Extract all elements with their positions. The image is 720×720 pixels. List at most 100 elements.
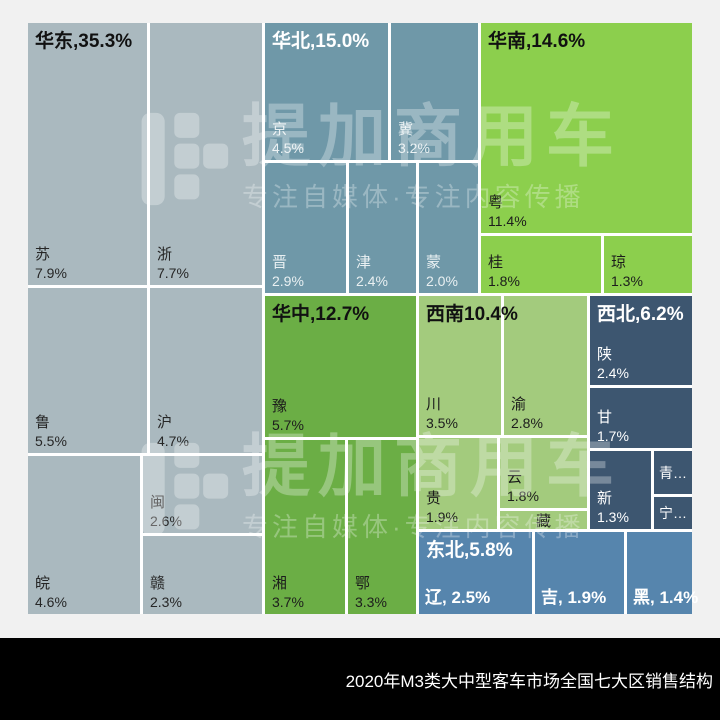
tile-ji-jilin: 吉, 1.9%: [535, 532, 624, 614]
tile-label-gan-jiangxi: 赣 2.3%: [150, 573, 182, 611]
province-name: 晋: [272, 254, 288, 271]
tile-label-gui-guizhou: 贵 1.9%: [426, 488, 458, 526]
province-share: 2.4%: [597, 365, 629, 381]
tile-label-yu-henan: 豫 5.7%: [272, 396, 304, 434]
tile-xiang: 湘 3.7%: [265, 440, 345, 614]
tile-label-xin: 新 1.3%: [597, 488, 629, 526]
province-share: 1.7%: [597, 428, 629, 444]
title-bar: 2020年M3类大中型客车市场全国七大区销售结构: [0, 638, 720, 720]
region-header-shaanxi: 西北,6.2%: [597, 304, 684, 325]
province-name: 蒙: [426, 254, 442, 271]
tile-zhe: 浙 7.7%: [150, 23, 262, 285]
tile-yu-henan: 华中,12.7% 豫 5.7%: [265, 296, 416, 437]
tile-gan-jiangxi: 赣 2.3%: [143, 536, 262, 614]
province-name: 云: [507, 469, 523, 486]
tile-ji-hebei: 冀 3.2%: [391, 23, 478, 160]
tile-qiong: 琼 1.3%: [604, 236, 692, 293]
treemap: 华东,35.3% 苏 7.9% 浙 7.7% 鲁 5.5% 沪 4.7% 皖 4.6% 闽 2.6% 赣 2…: [28, 23, 698, 614]
tile-label-tianjin: 津 2.4%: [356, 252, 388, 290]
tile-yu-chongqing: 渝 2.8%: [504, 296, 587, 435]
region-header-yu-henan: 华中,12.7%: [272, 304, 370, 325]
region-header-jing: 华北,15.0%: [272, 31, 370, 52]
province-share: 3.2%: [398, 140, 430, 156]
province-share: 2.8%: [511, 415, 543, 431]
tile-label-xiang: 湘 3.7%: [272, 573, 304, 611]
tile-label-jing: 京 4.5%: [272, 119, 304, 157]
province-share: 5.5%: [35, 433, 67, 449]
tile-label-jin-shanxi: 晋 2.9%: [272, 252, 304, 290]
province-share: 4.7%: [157, 433, 189, 449]
tile-label-qing: 青…: [659, 464, 687, 481]
province-share: 4.6%: [35, 594, 67, 610]
tile-lu: 鲁 5.5%: [28, 288, 147, 453]
tile-yun: 云 1.8%: [500, 438, 587, 508]
tile-label-su: 苏 7.9%: [35, 244, 67, 282]
region-header-yue: 华南,14.6%: [488, 31, 586, 52]
region-header-chuan: 西南10.4%: [426, 304, 518, 325]
province-name: 琼: [611, 254, 627, 271]
province-share: 1.8%: [507, 488, 539, 504]
tile-label-e-hubei: 鄂 3.3%: [355, 573, 387, 611]
province-name: 豫: [272, 398, 288, 415]
province-share: 1.3%: [611, 273, 643, 289]
tile-label-zhe: 浙 7.7%: [157, 244, 189, 282]
tile-label-qiong: 琼 1.3%: [611, 252, 643, 290]
tile-label-yu-chongqing: 渝 2.8%: [511, 394, 543, 432]
province-name: 闽: [150, 494, 166, 511]
tile-e-hubei: 鄂 3.3%: [348, 440, 416, 614]
tile-gui-guangxi: 桂 1.8%: [481, 236, 601, 293]
tile-label-ning: 宁…: [659, 505, 687, 521]
province-share: 1.3%: [597, 509, 629, 525]
tile-label-chuan: 川 3.5%: [426, 394, 458, 432]
province-name: 陕: [597, 346, 613, 363]
province-name: 湘: [272, 575, 288, 592]
tile-jin-shanxi: 晋 2.9%: [265, 163, 346, 293]
tile-min: 闽 2.6%: [143, 456, 262, 533]
tile-wan: 皖 4.6%: [28, 456, 140, 614]
tile-tianjin: 津 2.4%: [349, 163, 416, 293]
tile-shaanxi: 西北,6.2% 陕 2.4%: [590, 296, 692, 385]
tile-label-gan-gansu: 甘 1.7%: [597, 407, 629, 445]
tile-label-zang: 藏: [535, 512, 551, 530]
province-name: 赣: [150, 575, 166, 592]
tile-xin: 新 1.3%: [590, 451, 651, 529]
tile-label-hei: 黑, 1.4%: [633, 588, 699, 607]
tile-yue: 华南,14.6% 粤 11.4%: [481, 23, 692, 233]
province-share: 2.6%: [150, 513, 182, 529]
province-share: 2.3%: [150, 594, 182, 610]
province-name: 鲁: [35, 414, 51, 431]
tile-su: 华东,35.3% 苏 7.9%: [28, 23, 147, 285]
tile-label-gui-guangxi: 桂 1.8%: [488, 252, 520, 290]
province-share: 1.9%: [426, 509, 458, 525]
province-share: 5.7%: [272, 417, 304, 433]
province-name: 川: [426, 396, 442, 413]
tile-liao: 东北,5.8% 辽, 2.5%: [419, 532, 532, 614]
province-share: 1.8%: [488, 273, 520, 289]
tile-label-ji-jilin: 吉, 1.9%: [541, 588, 607, 607]
tile-label-meng: 蒙 2.0%: [426, 252, 458, 290]
region-header-su: 华东,35.3%: [35, 31, 133, 52]
tile-gan-gansu: 甘 1.7%: [590, 388, 692, 448]
province-name: 皖: [35, 575, 51, 592]
province-name: 鄂: [355, 575, 371, 592]
tile-label-wan: 皖 4.6%: [35, 573, 67, 611]
province-name: 贵: [426, 490, 442, 507]
chart-title: 2020年M3类大中型客车市场全国七大区销售结构: [345, 671, 713, 691]
province-share: 11.4%: [488, 213, 527, 229]
tile-jing: 华北,15.0% 京 4.5%: [265, 23, 388, 160]
province-name: 渝: [511, 396, 527, 413]
province-share: 2.9%: [272, 273, 304, 289]
province-name: 冀: [398, 121, 414, 138]
tile-hei: 黑, 1.4%: [627, 532, 698, 614]
province-share: 7.9%: [35, 265, 67, 281]
province-share: 3.5%: [426, 415, 458, 431]
province-share: 2.0%: [426, 273, 458, 289]
tile-chuan: 西南10.4% 川 3.5%: [419, 296, 518, 435]
province-name: 桂: [488, 254, 504, 271]
tile-label-shaanxi: 陕 2.4%: [597, 344, 629, 382]
province-name: 京: [272, 121, 288, 138]
province-name: 甘: [597, 409, 613, 426]
tile-meng: 蒙 2.0%: [419, 163, 478, 293]
tile-label-lu: 鲁 5.5%: [35, 412, 67, 450]
